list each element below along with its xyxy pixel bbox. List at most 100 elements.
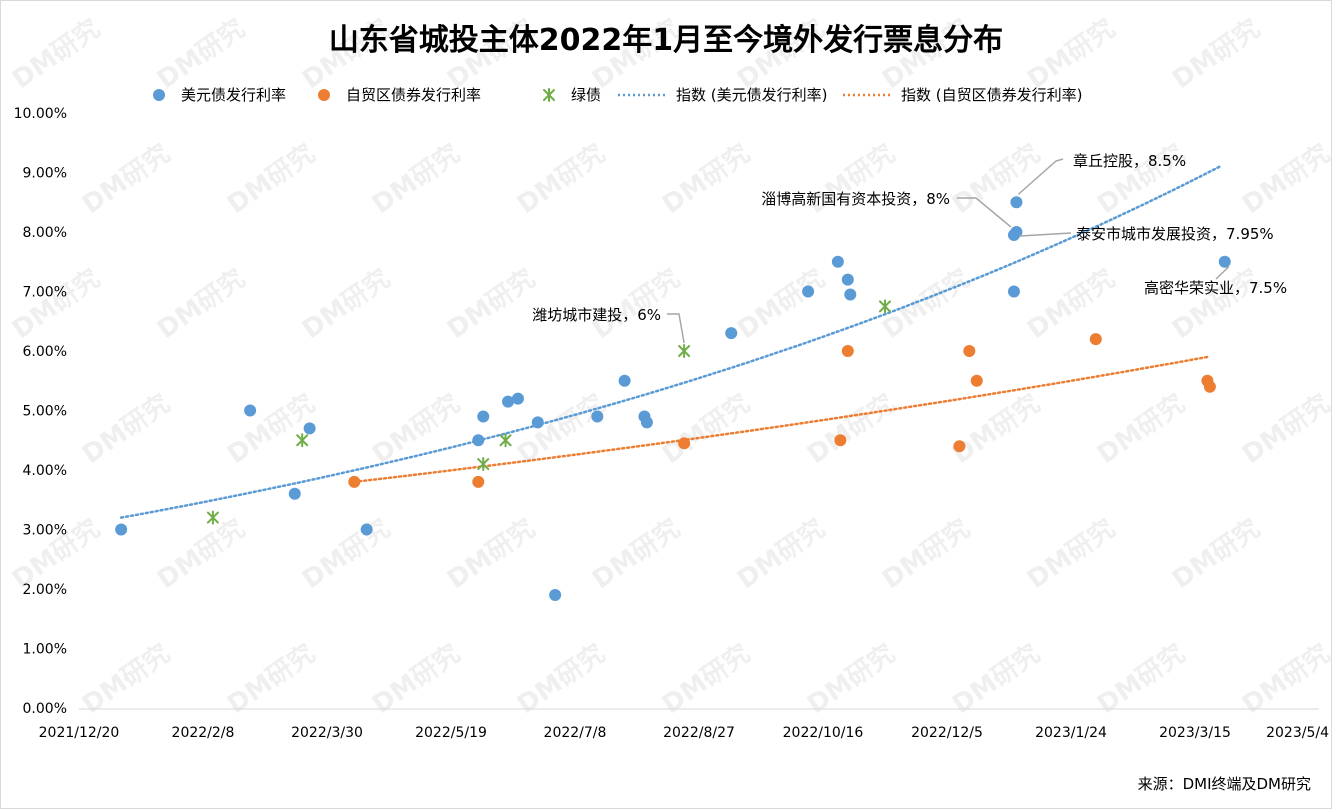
legend-label: 绿债 [571,86,601,104]
watermark-text: DM研究 [151,13,250,95]
watermark-text: DM研究 [801,388,900,470]
watermark-text: DM研究 [76,638,175,720]
watermark-text: DM研究 [656,388,755,470]
x-tick-label: 2022/8/27 [663,725,735,741]
data-point [477,457,490,472]
data-point [303,422,316,435]
data-point [640,416,653,429]
x-tick-label: 2023/1/24 [1035,725,1107,741]
annotation: 潍坊城市建投，6% [532,306,685,344]
watermark-text: DM研究 [366,638,465,720]
watermark-text: DM研究 [731,513,830,595]
legend-marker [318,89,330,101]
series-group [115,196,1231,601]
annotation-label: 淄博高新国有资本投资，8% [761,190,950,208]
watermark-text: DM研究 [656,138,755,220]
data-point [296,433,309,448]
y-tick-label: 7.00% [23,285,67,301]
x-tick-label: 2022/12/5 [911,725,983,741]
data-point [844,288,857,301]
trendline [119,165,1222,519]
watermark-text: DM研究 [946,388,1045,470]
data-point [511,392,524,405]
y-tick-label: 9.00% [23,166,67,182]
y-tick-label: 4.00% [23,463,67,479]
annotation-leader-line [957,197,1012,228]
watermark-text: DM研究 [586,513,685,595]
legend-item: 指数 (美元债发行利率) [618,86,827,104]
chart-title: 山东省城投主体2022年1月至今境外发行票息分布 [328,23,1004,58]
x-tick-label: 2023/3/15 [1159,725,1231,741]
data-point [970,374,983,387]
watermark-text: DM研究 [366,138,465,220]
trendlines [119,165,1222,519]
watermark-text: DM研究 [151,263,250,345]
watermark-text: DM研究 [1091,638,1190,720]
data-point [591,410,604,423]
watermark-text: DM研究 [1091,138,1190,220]
x-tick-label: 2022/5/19 [415,725,487,741]
y-axis-tick-labels: 0.00% 1.00% 2.00% 3.00% 4.00% 5.00% 6.00% 7.00%… [14,106,67,717]
watermark-text: DM研究 [296,13,395,95]
watermark-text: DM研究 [1236,388,1331,470]
data-point [618,374,631,387]
legend-marker [153,89,165,101]
data-point [206,510,219,525]
watermark-text: DM研究 [946,138,1045,220]
data-point [360,523,373,536]
data-point [115,523,128,536]
watermark-text: DM研究 [511,138,610,220]
watermark-text: DM研究 [1021,513,1120,595]
watermark-text: DM研究 [511,638,610,720]
data-point [1203,380,1216,393]
watermark-text: DM研究 [441,13,540,95]
watermark-text: DM研究 [6,263,105,345]
data-point [841,345,854,357]
data-point [549,588,562,601]
watermark-text: DM研究 [731,263,830,345]
watermark-text: DM研究 [296,513,395,595]
x-tick-label: 2022/7/8 [544,725,607,741]
watermark-text: DM研究 [876,263,975,345]
legend-label: 指数 (自贸区债券发行利率) [901,86,1082,104]
y-tick-label: 10.00% [14,106,67,122]
annotation-leader-line [1019,232,1072,237]
legend-item: 自贸区债券发行利率 [318,86,481,104]
data-point [1007,285,1020,298]
series-group [206,299,891,525]
data-point [531,416,544,429]
data-point [244,404,257,417]
watermark-text: DM研究 [1166,263,1265,345]
annotation: 泰安市城市发展投资，7.95% [1019,225,1274,243]
data-points [115,196,1231,601]
x-tick-label: 2022/3/30 [291,725,363,741]
watermark-text: DM研究 [946,638,1045,720]
data-point [472,434,485,447]
annotation: 淄博高新国有资本投资，8% [761,190,1012,228]
y-tick-label: 1.00% [23,642,67,658]
watermark-text: DM研究 [586,13,685,95]
watermark-text: DM研究 [441,263,540,345]
watermark-text: DM研究 [1166,513,1265,595]
watermark-text: DM研究 [76,388,175,470]
x-axis-tick-labels: 2021/12/20 2022/2/8 2022/3/30 2022/5/19 2022… [39,725,1329,741]
data-point [348,475,361,488]
watermark-text: DM研究 [221,138,320,220]
data-point [499,433,512,448]
data-point [725,327,738,340]
y-tick-label: 2.00% [23,582,67,598]
annotations: 章丘控股，8.5% 淄博高新国有资本投资，8% 泰安市城市发展投资，7.95% 高密华… [532,152,1287,344]
legend-label: 美元债发行利率 [181,86,286,104]
legend: 美元债发行利率 自贸区债券发行利率 绿债 指数 (美元债发行利率) 指数 (自贸区债券发… [153,86,1082,104]
legend-label: 指数 (美元债发行利率) [676,86,827,104]
annotation-label: 高密华荣实业，7.5% [1144,279,1287,297]
data-point [502,395,515,408]
watermark-text: DM研究 [6,13,105,95]
data-point [1218,255,1231,268]
watermark-text: DM研究 [1091,388,1190,470]
watermark-text: DM研究 [586,263,685,345]
watermark-text: DM研究 [441,513,540,595]
data-point [472,475,485,488]
watermark-text: DM研究 [296,263,395,345]
